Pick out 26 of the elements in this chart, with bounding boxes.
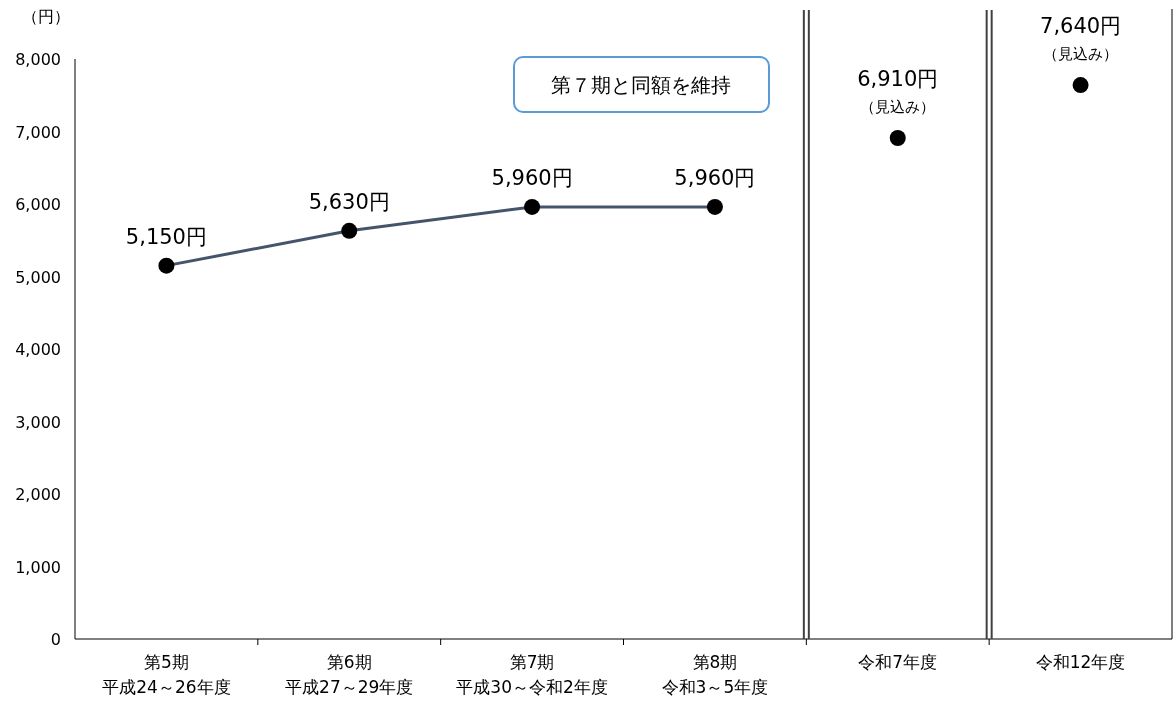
y-axis-title: （円） xyxy=(22,7,70,26)
y-tick-label: 5,000 xyxy=(15,267,61,287)
x-tick-label: 第7期平成30～令和2年度 xyxy=(456,652,608,697)
y-tick-label: 8,000 xyxy=(15,50,61,69)
y-tick-label: 0 xyxy=(50,630,61,649)
annotation: 第７期と同額を維持 xyxy=(513,56,770,113)
y-tick-label: 7,000 xyxy=(15,122,61,142)
data-label: 7,640円（見込み） xyxy=(1040,14,1122,64)
data-label: 6,910円（見込み） xyxy=(857,67,939,117)
data-label: 5,960円 xyxy=(491,165,573,190)
y-tick-label: 3,000 xyxy=(15,412,61,432)
point xyxy=(889,130,906,147)
x-tick-label: 第8期令和3～5年度 xyxy=(661,652,769,697)
x-tick-label: 第6期平成27～29年度 xyxy=(285,652,414,697)
y-tick-label: 4,000 xyxy=(15,340,61,359)
data-label: 5,960円 xyxy=(674,165,756,190)
x-tick-label: 令和7年度 xyxy=(858,652,938,672)
x-tick-label: 第5期平成24～26年度 xyxy=(102,652,231,697)
point xyxy=(1072,77,1089,94)
y-tick-label: 1,000 xyxy=(15,557,61,577)
y-tick-label: 6,000 xyxy=(15,195,61,214)
data-label: 5,630円 xyxy=(308,189,390,214)
data-label: 5,150円 xyxy=(125,224,207,249)
x-tick-label: 令和12年度 xyxy=(1035,652,1126,672)
annotation: 第７期と同額を維持 xyxy=(551,73,731,97)
y-tick-label: 2,000 xyxy=(15,485,61,504)
